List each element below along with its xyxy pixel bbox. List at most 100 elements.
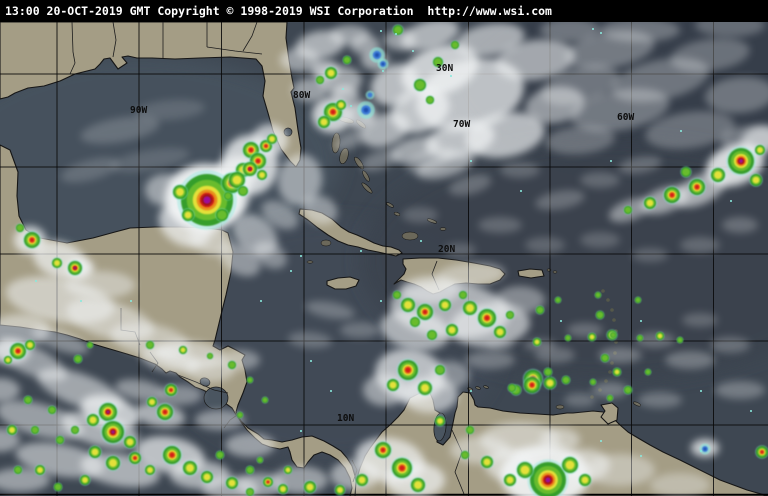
storm-cell [390, 456, 414, 480]
storm-cell [8, 341, 28, 361]
storm-cell [676, 336, 684, 344]
storm-cell [413, 78, 427, 92]
cold-cloud-speck [640, 455, 642, 457]
island [386, 202, 394, 208]
island [475, 386, 481, 390]
cold-cloud-speck [300, 430, 302, 432]
cold-cloud-speck [260, 300, 262, 302]
cold-cloud-speck [730, 200, 732, 202]
storm-cell [6, 424, 18, 436]
storm-cell [450, 40, 460, 50]
cold-cloud-speck [35, 280, 37, 282]
cold-cloud-speck [600, 440, 602, 442]
storm-cell [164, 383, 178, 397]
storm-cell [88, 445, 102, 459]
island-dot [608, 370, 612, 374]
storm-cell [612, 367, 622, 377]
cold-cloud-speck [350, 105, 352, 107]
storm-cell [415, 302, 435, 322]
cold-cloud-speck [330, 390, 332, 392]
cold-cloud-speck [640, 320, 642, 322]
storm-cell [564, 334, 572, 342]
storm-cell [587, 332, 597, 342]
island [555, 404, 565, 410]
storm-cell [86, 413, 100, 427]
storm-cell [24, 339, 36, 351]
storm-cell [543, 367, 553, 377]
storm-cell [73, 354, 83, 364]
storm-cell [241, 140, 261, 160]
storm-cell [392, 290, 402, 300]
storm-cell [355, 473, 369, 487]
storm-cell [171, 183, 189, 201]
storm-cell [365, 90, 375, 100]
storm-cell [200, 470, 214, 484]
storm-cell [34, 464, 46, 476]
storm-cell [522, 375, 542, 395]
storm-cell [609, 331, 617, 339]
storm-cell [277, 483, 289, 495]
storm-cell [303, 480, 317, 494]
storm-cell [460, 450, 470, 460]
storm-cell [709, 166, 727, 184]
island [362, 170, 370, 182]
storm-cell [476, 307, 498, 329]
convective-cells [3, 24, 768, 496]
storm-cell [100, 419, 126, 445]
storm-cell [236, 411, 244, 419]
storm-cell [623, 385, 633, 395]
land-north-america [0, 21, 302, 168]
storm-cell [215, 450, 225, 460]
storm-cell [578, 473, 592, 487]
storm-cell [560, 455, 580, 475]
land-trinidad [600, 402, 619, 425]
storm-cell [66, 259, 84, 277]
storm-cell [334, 484, 346, 496]
storm-cell [515, 460, 535, 480]
cold-cloud-speck [680, 130, 682, 132]
latitude-label: 20N [438, 244, 455, 255]
cold-cloud-speck [470, 160, 472, 162]
storm-cell [266, 133, 278, 145]
cold-cloud-speck [342, 88, 344, 90]
storm-cell [377, 58, 389, 70]
longitude-label: 60W [617, 112, 634, 123]
storm-cell [86, 341, 94, 349]
storm-cell [324, 66, 338, 80]
storm-cell [432, 56, 444, 68]
storm-cell [634, 296, 642, 304]
storm-cell [373, 440, 393, 460]
island [552, 270, 558, 274]
cold-cloud-speck [420, 240, 422, 242]
storm-cell [543, 376, 557, 390]
storm-cell [97, 401, 119, 423]
storm-cell [535, 305, 545, 315]
storm-cell [594, 291, 602, 299]
storm-cell [749, 173, 763, 187]
storm-cell [22, 230, 42, 250]
cold-cloud-speck [560, 320, 562, 322]
storm-cell [726, 146, 756, 176]
cold-cloud-speck [470, 390, 472, 392]
storm-cell [699, 443, 711, 455]
longitude-label: 80W [293, 90, 310, 101]
storm-cell [79, 474, 91, 486]
storm-cell [227, 360, 237, 370]
storm-cell [178, 345, 188, 355]
storm-cell [245, 487, 255, 496]
storm-cell [155, 402, 175, 422]
storm-cell [680, 166, 692, 178]
storm-cell [256, 169, 268, 181]
storm-cell [434, 415, 446, 427]
storm-cell [241, 160, 259, 178]
cold-cloud-speck [610, 160, 612, 162]
storm-cell [181, 208, 195, 222]
storm-cell [70, 425, 80, 435]
cold-cloud-speck [130, 300, 132, 302]
storm-cell [493, 325, 507, 339]
cold-cloud-speck [80, 300, 82, 302]
cold-cloud-speck [450, 75, 452, 77]
storm-cell [445, 323, 459, 337]
